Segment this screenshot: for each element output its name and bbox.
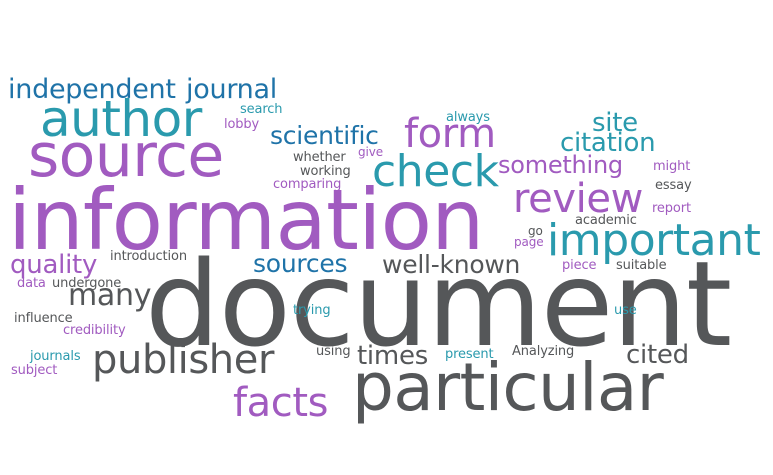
word-journal: journal xyxy=(186,74,278,105)
word-source: source xyxy=(28,121,224,191)
word-suitable: suitable xyxy=(616,258,667,273)
word-report: report xyxy=(652,201,691,216)
word-scientific: scientific xyxy=(270,121,379,150)
word-trying: trying xyxy=(293,303,331,318)
word-analyzing: Analyzing xyxy=(512,344,575,359)
word-document: document xyxy=(145,235,732,373)
word-piece: piece xyxy=(562,258,597,273)
word-times: times xyxy=(357,341,428,371)
word-check: check xyxy=(372,146,499,197)
word-go: go xyxy=(528,224,543,238)
word-working: working xyxy=(300,164,351,179)
word-always: always xyxy=(446,110,490,125)
word-credibility: credibility xyxy=(63,323,126,338)
word-lobby: lobby xyxy=(224,117,260,132)
word-give: give xyxy=(358,145,383,159)
word-information: information xyxy=(8,171,484,269)
word-influence: influence xyxy=(14,311,73,326)
word-whether: whether xyxy=(293,150,346,165)
word-review: review xyxy=(513,176,643,222)
word-well-known: well-known xyxy=(382,250,521,279)
word-might: might xyxy=(653,159,691,174)
word-data: data xyxy=(17,276,46,291)
word-essay: essay xyxy=(655,178,692,193)
word-important: important xyxy=(547,215,761,266)
word-something: something xyxy=(498,151,623,179)
word-page: page xyxy=(514,235,544,249)
word-use: use xyxy=(614,303,637,318)
word-cited: cited xyxy=(626,340,689,370)
word-undergone: undergone xyxy=(52,276,122,291)
word-author: author xyxy=(40,90,202,148)
word-form: form xyxy=(404,111,496,157)
word-quality: quality xyxy=(10,250,98,280)
word-independent: independent xyxy=(8,74,176,105)
word-particular: particular xyxy=(352,349,664,426)
word-comparing: comparing xyxy=(273,177,342,192)
word-many: many xyxy=(68,278,152,313)
word-subject: subject xyxy=(11,363,58,378)
word-journals: journals xyxy=(30,349,81,364)
word-academic: academic xyxy=(575,213,637,228)
word-sources: sources xyxy=(253,249,348,278)
word-site: site xyxy=(592,108,638,138)
word-introduction: introduction xyxy=(110,249,187,264)
word-facts: facts xyxy=(233,380,329,426)
word-citation: citation xyxy=(560,128,656,158)
word-search: search xyxy=(240,102,283,117)
word-present: present xyxy=(445,347,494,362)
word-publisher: publisher xyxy=(92,337,275,383)
word-using: using xyxy=(316,344,351,359)
